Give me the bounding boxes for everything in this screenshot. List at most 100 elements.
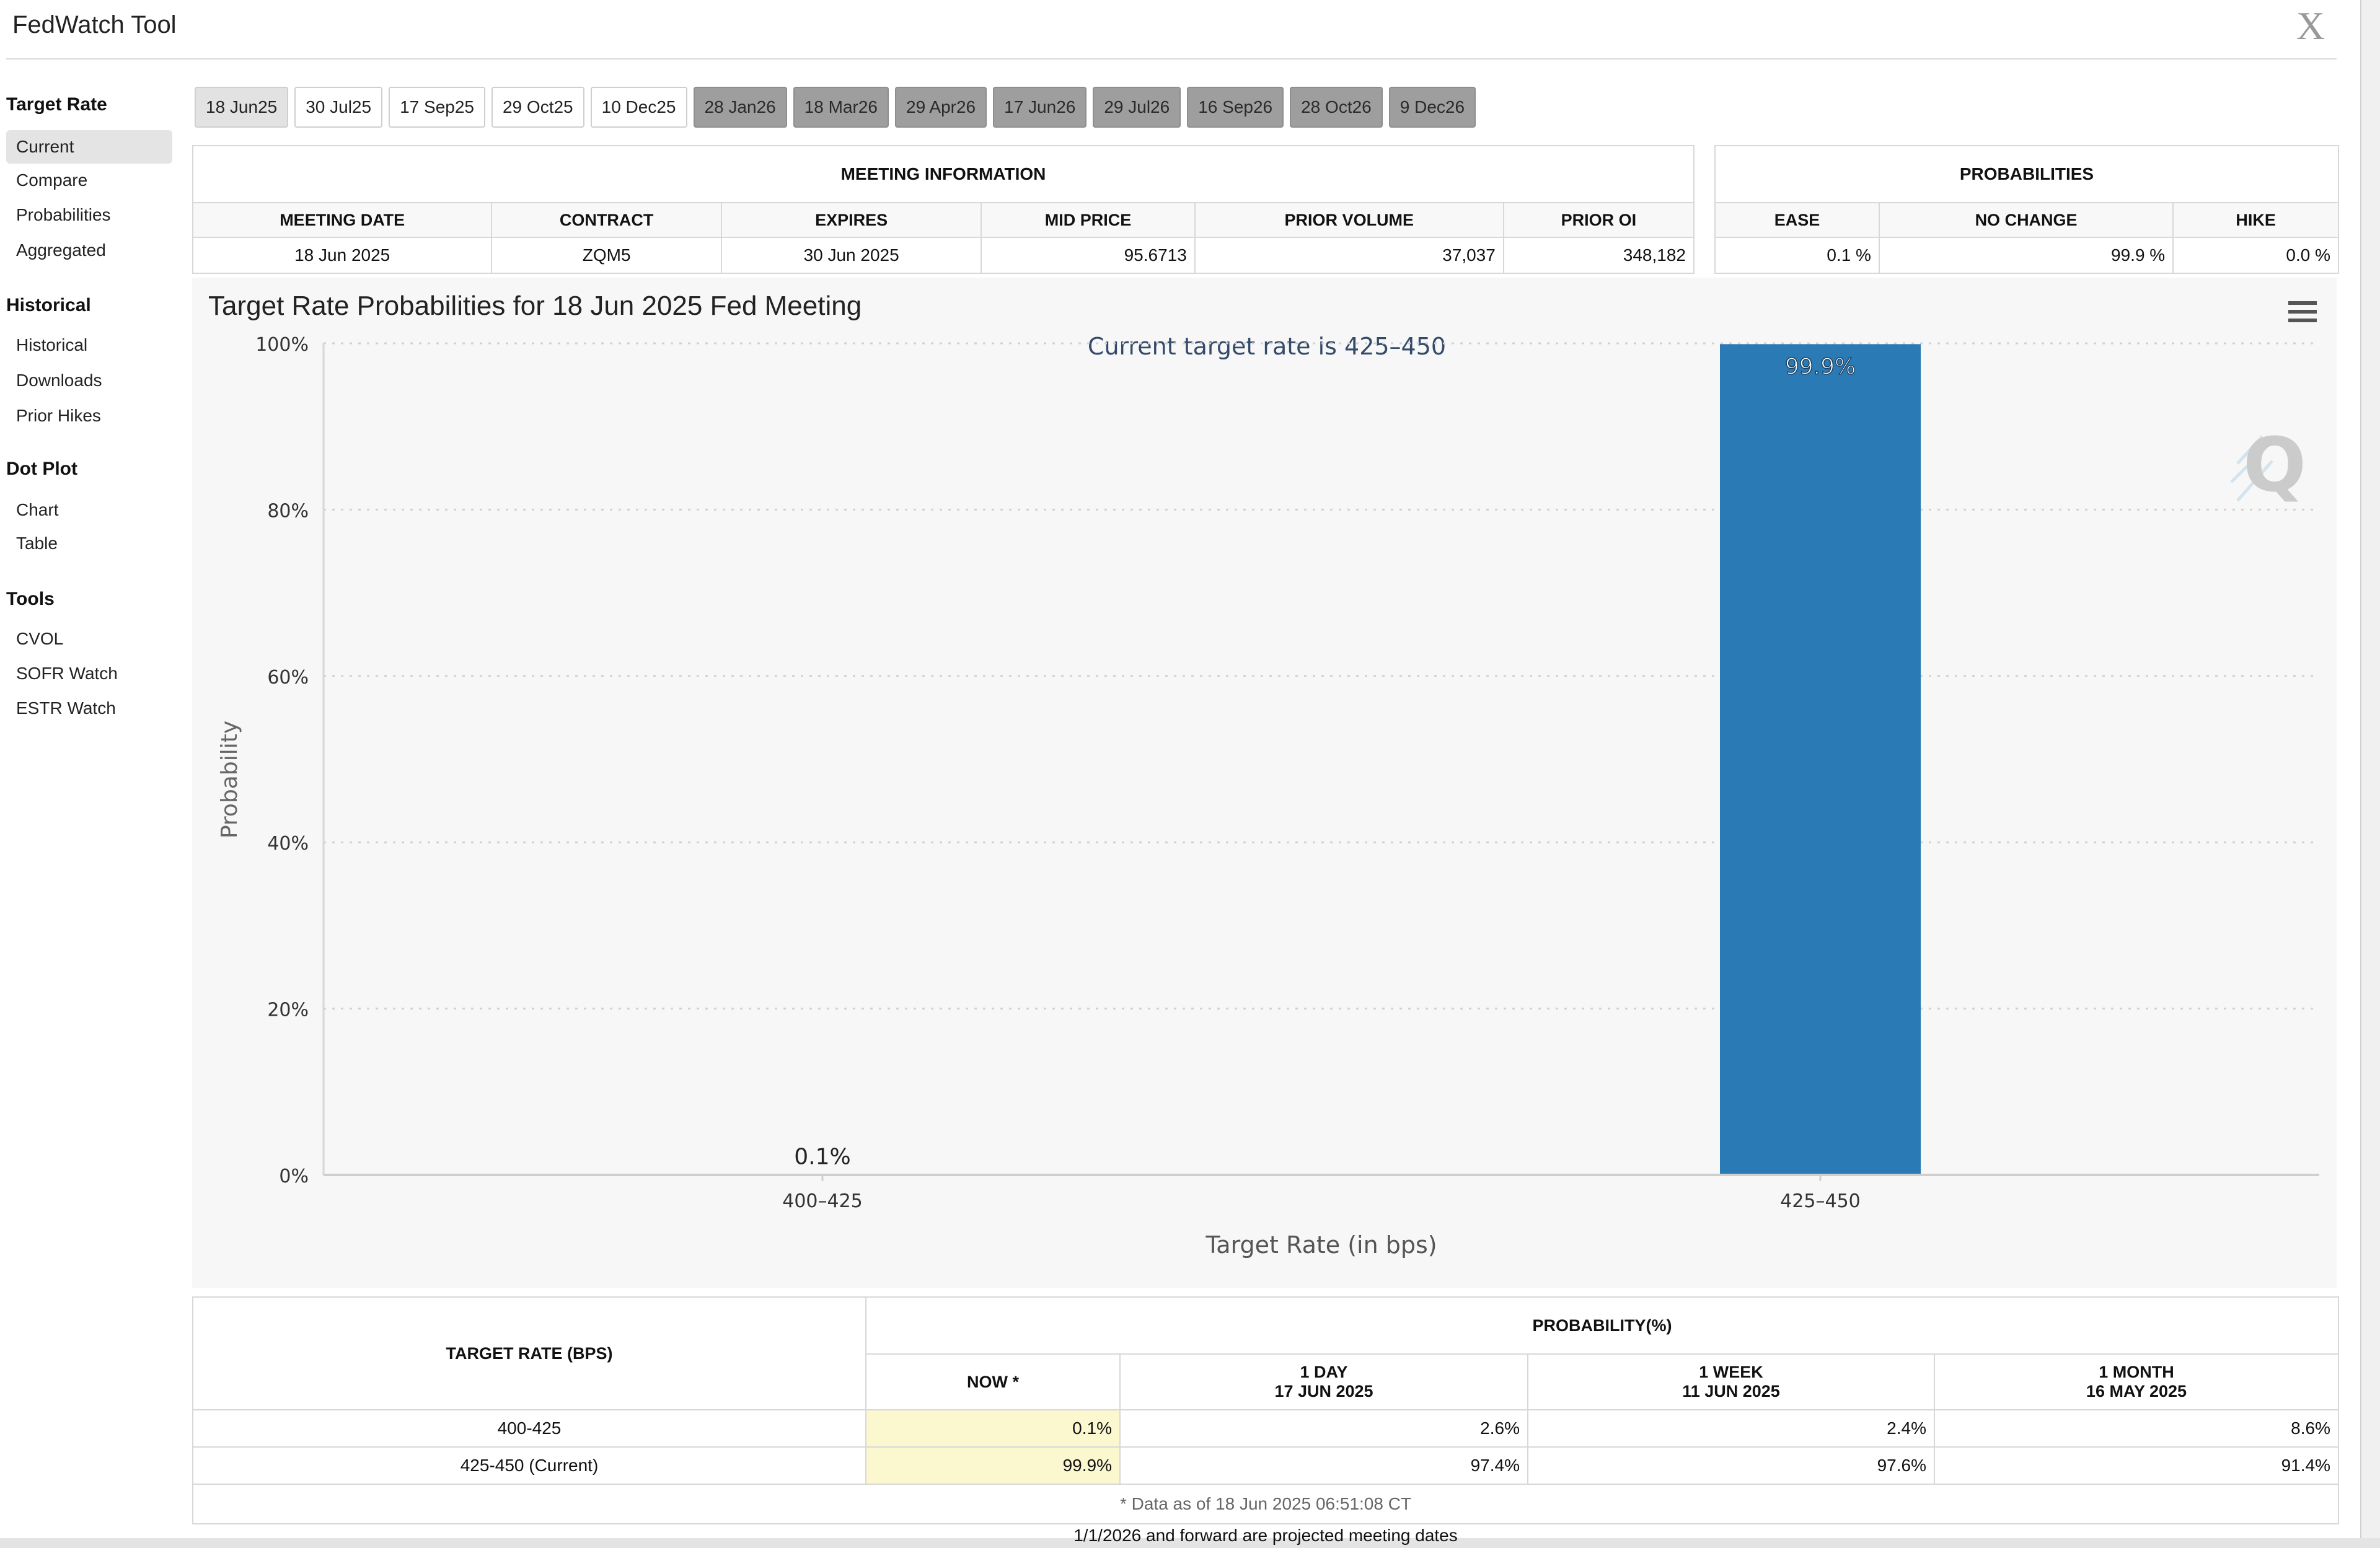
probabilities-table: PROBABILITIES EASE NO CHANGE HIKE 0.1 % … — [1714, 145, 2339, 274]
sidebar-item-chart[interactable]: Chart — [16, 500, 59, 519]
col-no-change: NO CHANGE — [1878, 202, 2174, 238]
table-row: 400-425 0.1% 2.6% 2.4% 8.6% — [192, 1409, 2339, 1448]
one-day-cell: 2.6% — [1119, 1409, 1528, 1448]
tab-meeting-6[interactable]: 18 Mar26 — [793, 87, 889, 128]
no-change-value: 99.9 % — [1878, 237, 2174, 274]
y-tick-label: 0% — [279, 1166, 309, 1187]
sidebar-heading-historical: Historical — [6, 295, 91, 315]
sidebar-heading-target-rate: Target Rate — [6, 94, 107, 115]
tab-meeting-1[interactable]: 30 Jul25 — [294, 87, 383, 128]
x-axis-ticks: 400–425 425–450 — [782, 1175, 1861, 1212]
scrollbar[interactable] — [2360, 0, 2380, 1548]
chart-bars: 0.1% 99.9% — [722, 344, 1921, 1175]
q-logo-icon: Q — [2230, 423, 2306, 509]
sidebar-item-compare[interactable]: Compare — [16, 170, 88, 190]
expires-value: 30 Jun 2025 — [720, 237, 982, 274]
tab-meeting-12[interactable]: 9 Dec26 — [1388, 87, 1476, 128]
meeting-info-table: MEETING INFORMATION MEETING DATE CONTRAC… — [192, 145, 1695, 274]
col-now-label: NOW * — [967, 1372, 1019, 1391]
y-tick-label: 100% — [255, 334, 309, 356]
chart-grid — [324, 342, 2319, 1010]
tab-meeting-2[interactable]: 17 Sep25 — [389, 87, 485, 128]
x-tick-label-1: 425–450 — [1780, 1190, 1861, 1212]
tab-meeting-0[interactable]: 18 Jun25 — [195, 87, 289, 128]
tab-meeting-11[interactable]: 28 Oct26 — [1290, 87, 1383, 128]
hike-value: 0.0 % — [2172, 237, 2339, 274]
sidebar-item-current[interactable]: Current — [6, 130, 172, 164]
tab-meeting-9[interactable]: 29 Jul26 — [1093, 87, 1181, 128]
table-row: 425-450 (Current) 99.9% 97.4% 97.6% 91.4… — [192, 1446, 2339, 1485]
sidebar-item-downloads[interactable]: Downloads — [16, 371, 102, 390]
close-icon[interactable]: X — [2296, 4, 2325, 48]
tab-meeting-7[interactable]: 29 Apr26 — [895, 87, 987, 128]
tab-meeting-10[interactable]: 16 Sep26 — [1187, 87, 1284, 128]
col-1-week-date: 11 JUN 2025 — [1682, 1382, 1780, 1401]
probability-header: PROBABILITY(%) — [865, 1296, 2339, 1355]
mid-price-value: 95.6713 — [981, 237, 1196, 274]
x-axis-label: Target Rate (in bps) — [1205, 1231, 1437, 1259]
sidebar-item-table[interactable]: Table — [16, 534, 58, 553]
sidebar-heading-tools: Tools — [6, 589, 55, 609]
col-ease: EASE — [1714, 202, 1880, 238]
target-rate-header: TARGET RATE (BPS) — [192, 1296, 866, 1410]
sidebar-item-probabilities[interactable]: Probabilities — [16, 205, 111, 224]
sidebar-item-historical[interactable]: Historical — [16, 335, 88, 354]
one-day-cell: 97.4% — [1119, 1446, 1528, 1485]
window-title: FedWatch Tool — [12, 11, 177, 38]
contract-value: ZQM5 — [491, 237, 722, 274]
header-divider — [6, 58, 2337, 59]
one-month-cell: 91.4% — [1934, 1446, 2339, 1485]
col-1-week-label: 1 WEEK — [1699, 1363, 1763, 1381]
col-expires: EXPIRES — [720, 202, 982, 238]
one-week-cell: 97.6% — [1527, 1446, 1935, 1485]
sidebar-item-aggregated[interactable]: Aggregated — [16, 240, 106, 260]
one-week-cell: 2.4% — [1527, 1409, 1935, 1448]
meeting-info-caption: MEETING INFORMATION — [192, 145, 1695, 203]
col-prior-volume: PRIOR VOLUME — [1194, 202, 1504, 238]
sidebar-item-cvol[interactable]: CVOL — [16, 629, 64, 648]
col-1-month-date: 16 MAY 2025 — [2086, 1382, 2187, 1401]
col-1-day: 1 DAY 17 JUN 2025 — [1119, 1353, 1528, 1410]
prior-oi-value: 348,182 — [1502, 237, 1695, 274]
tab-meeting-8[interactable]: 17 Jun26 — [993, 87, 1087, 128]
hamburger-menu-icon[interactable] — [2288, 301, 2317, 322]
sidebar-item-prior-hikes[interactable]: Prior Hikes — [16, 406, 101, 425]
watermark-text: Q — [2243, 423, 2306, 509]
y-tick-label: 80% — [267, 500, 309, 522]
y-tick-label: 60% — [267, 667, 309, 688]
meeting-date-value: 18 Jun 2025 — [192, 237, 493, 274]
data-timestamp-footnote: * Data as of 18 Jun 2025 06:51:08 CT — [192, 1484, 2339, 1524]
col-now: NOW * — [865, 1353, 1121, 1410]
now-cell: 99.9% — [865, 1446, 1121, 1485]
col-meeting-date: MEETING DATE — [192, 202, 493, 238]
rate-cell: 425-450 (Current) — [192, 1446, 866, 1485]
col-contract: CONTRACT — [491, 202, 722, 238]
col-prior-oi: PRIOR OI — [1502, 202, 1695, 238]
x-tick-label-0: 400–425 — [782, 1190, 863, 1212]
y-tick-label: 40% — [267, 833, 309, 855]
tab-meeting-5[interactable]: 28 Jan26 — [693, 87, 787, 128]
chart-subtitle: Current target rate is 425–450 — [1088, 333, 1446, 360]
meeting-tabs: 18 Jun25 30 Jul25 17 Sep25 29 Oct25 10 Dec25… — [195, 87, 1476, 128]
col-mid-price: MID PRICE — [981, 202, 1196, 238]
y-tick-label: 20% — [267, 1000, 309, 1021]
col-1-day-date: 17 JUN 2025 — [1274, 1382, 1373, 1401]
tab-meeting-4[interactable]: 10 Dec25 — [590, 87, 687, 128]
sidebar-item-estr-watch[interactable]: ESTR Watch — [16, 698, 116, 718]
projected-dates-note: 1/1/2026 and forward are projected meeti… — [1073, 1526, 1458, 1545]
table-row: 0.1 % 99.9 % 0.0 % — [1714, 237, 2339, 274]
bar-data-label-0: 0.1% — [794, 1145, 850, 1170]
col-1-month-label: 1 MONTH — [2099, 1363, 2174, 1381]
bar-data-label-1: 99.9% — [1785, 354, 1856, 379]
col-1-week: 1 WEEK 11 JUN 2025 — [1527, 1353, 1935, 1410]
one-month-cell: 8.6% — [1934, 1409, 2339, 1448]
sidebar-heading-dot-plot: Dot Plot — [6, 459, 77, 479]
y-axis-ticks: 0% 20% 40% 60% 80% 100% — [255, 334, 309, 1187]
probability-chart: Target Rate Probabilities for 18 Jun 202… — [208, 291, 2319, 1259]
tab-meeting-3[interactable]: 29 Oct25 — [491, 87, 584, 128]
chart-title: Target Rate Probabilities for 18 Jun 202… — [208, 291, 862, 321]
ease-value: 0.1 % — [1714, 237, 1880, 274]
sidebar-item-sofr-watch[interactable]: SOFR Watch — [16, 664, 118, 683]
col-hike: HIKE — [2172, 202, 2339, 238]
rate-cell: 400-425 — [192, 1409, 866, 1448]
